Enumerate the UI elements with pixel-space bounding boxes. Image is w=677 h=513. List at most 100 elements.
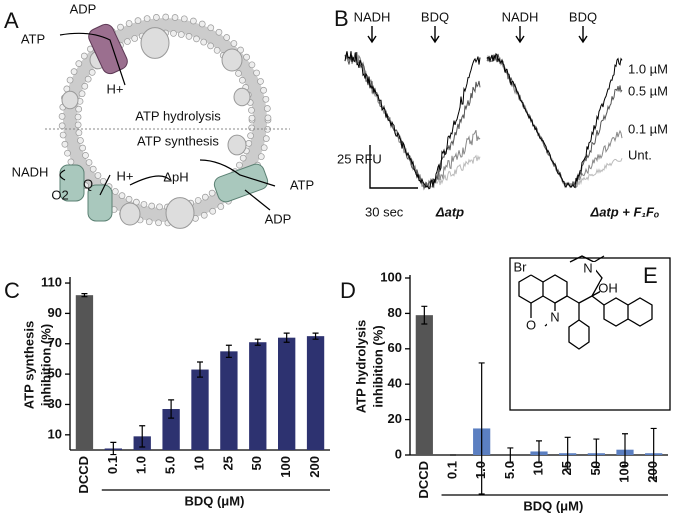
lipid (80, 52, 88, 60)
arrow (99, 174, 111, 196)
x-axis-label: BDQ (μM) (523, 498, 583, 513)
lipid (74, 113, 82, 121)
error-bar (622, 433, 628, 467)
error-bar (593, 438, 600, 468)
lipid (243, 53, 250, 61)
diagram-label: ATP synthesis (137, 133, 219, 148)
lipid (124, 38, 131, 45)
atom-label: OH (598, 280, 618, 295)
lipid (89, 165, 97, 173)
nadh-dh2 (87, 184, 113, 222)
atom-bg (512, 261, 528, 275)
lipid (170, 30, 177, 37)
x-tick-label: 25 (220, 456, 235, 470)
x-tick-label: 1.0 (134, 456, 149, 474)
lipid (77, 137, 84, 144)
error-bar (536, 440, 542, 463)
diagram-label: ADP (70, 1, 97, 16)
y-axis-label: ATP hydrolysis (353, 320, 368, 413)
lipid (248, 106, 255, 114)
lipid (235, 70, 242, 77)
atom-label: N (550, 309, 559, 324)
lipid (82, 152, 89, 159)
x-tick-label: DCCD (76, 456, 91, 494)
scale-bar (369, 145, 418, 189)
bar (162, 409, 180, 450)
error-bar (507, 447, 514, 463)
x-tick-label: 100 (278, 456, 293, 478)
error-bar (81, 293, 88, 298)
x-tick-label: 5.0 (163, 456, 178, 474)
marker-label: BDQ (421, 9, 449, 24)
arrow (59, 169, 66, 181)
lipid (155, 219, 162, 227)
y-tick-label: 40 (388, 376, 402, 391)
diagram-label: H+ (117, 168, 134, 183)
lipid (198, 20, 206, 28)
x-tick-label: DCCD (416, 461, 431, 499)
lipid (200, 38, 208, 46)
lipid (185, 33, 193, 40)
protein (140, 27, 170, 59)
protein (227, 134, 247, 156)
lipid (236, 161, 243, 169)
lipid (247, 132, 254, 140)
lipid (81, 82, 89, 90)
trace (486, 52, 623, 189)
lipid (118, 192, 126, 199)
arrow (59, 32, 126, 86)
atom-label: N (583, 260, 592, 275)
lipid (162, 13, 170, 21)
lipid (257, 153, 265, 160)
error-bar (225, 344, 232, 359)
y-axis-label: ATP synthesis (21, 321, 36, 409)
x-tick-label: 100 (616, 461, 631, 483)
lipid (248, 114, 256, 122)
marker-label: BDQ (569, 9, 597, 24)
protein (165, 197, 195, 229)
diagram-label: ATP (21, 31, 45, 46)
y-axis-label: inhibition (%) (38, 324, 53, 406)
lipid (61, 140, 69, 148)
y-tick-label: 30 (48, 396, 62, 411)
lipid (239, 154, 247, 162)
arrow (129, 175, 171, 186)
y-tick-label: 0 (395, 446, 402, 461)
lipid (70, 68, 78, 75)
atom-bg (600, 282, 616, 296)
error-bar (312, 332, 319, 340)
bar (191, 369, 209, 450)
marker-label: NADH (354, 9, 391, 24)
lipid (153, 14, 160, 21)
lipid (180, 15, 188, 23)
lipid (209, 207, 217, 215)
lipid (248, 124, 255, 132)
marker-arrow (430, 26, 440, 44)
legend-label: Unt. (628, 147, 652, 162)
lipid (245, 140, 253, 147)
lipid (75, 105, 83, 113)
x-tick-label: 200 (307, 456, 322, 478)
error-bar (168, 399, 175, 419)
lipid (262, 135, 270, 142)
lipid (213, 46, 221, 54)
atom-bg (580, 262, 596, 276)
x-tick-label: 10 (530, 461, 545, 475)
arrow (199, 159, 276, 187)
lipid (207, 42, 214, 50)
lipid (148, 202, 156, 210)
lipid (248, 61, 256, 69)
lipid (75, 60, 83, 67)
x-tick-label: 50 (249, 456, 264, 470)
legend-label: 0.1 µM (628, 121, 668, 136)
panel-label: D (340, 278, 356, 303)
marker-arrow (515, 26, 525, 44)
error-bar (110, 441, 117, 456)
scale-x: 30 sec (365, 204, 404, 219)
lipid (94, 172, 102, 179)
lipid (190, 17, 197, 25)
lipid (194, 197, 202, 204)
bar (278, 337, 296, 450)
lipid (177, 31, 185, 38)
lipid (262, 95, 270, 103)
